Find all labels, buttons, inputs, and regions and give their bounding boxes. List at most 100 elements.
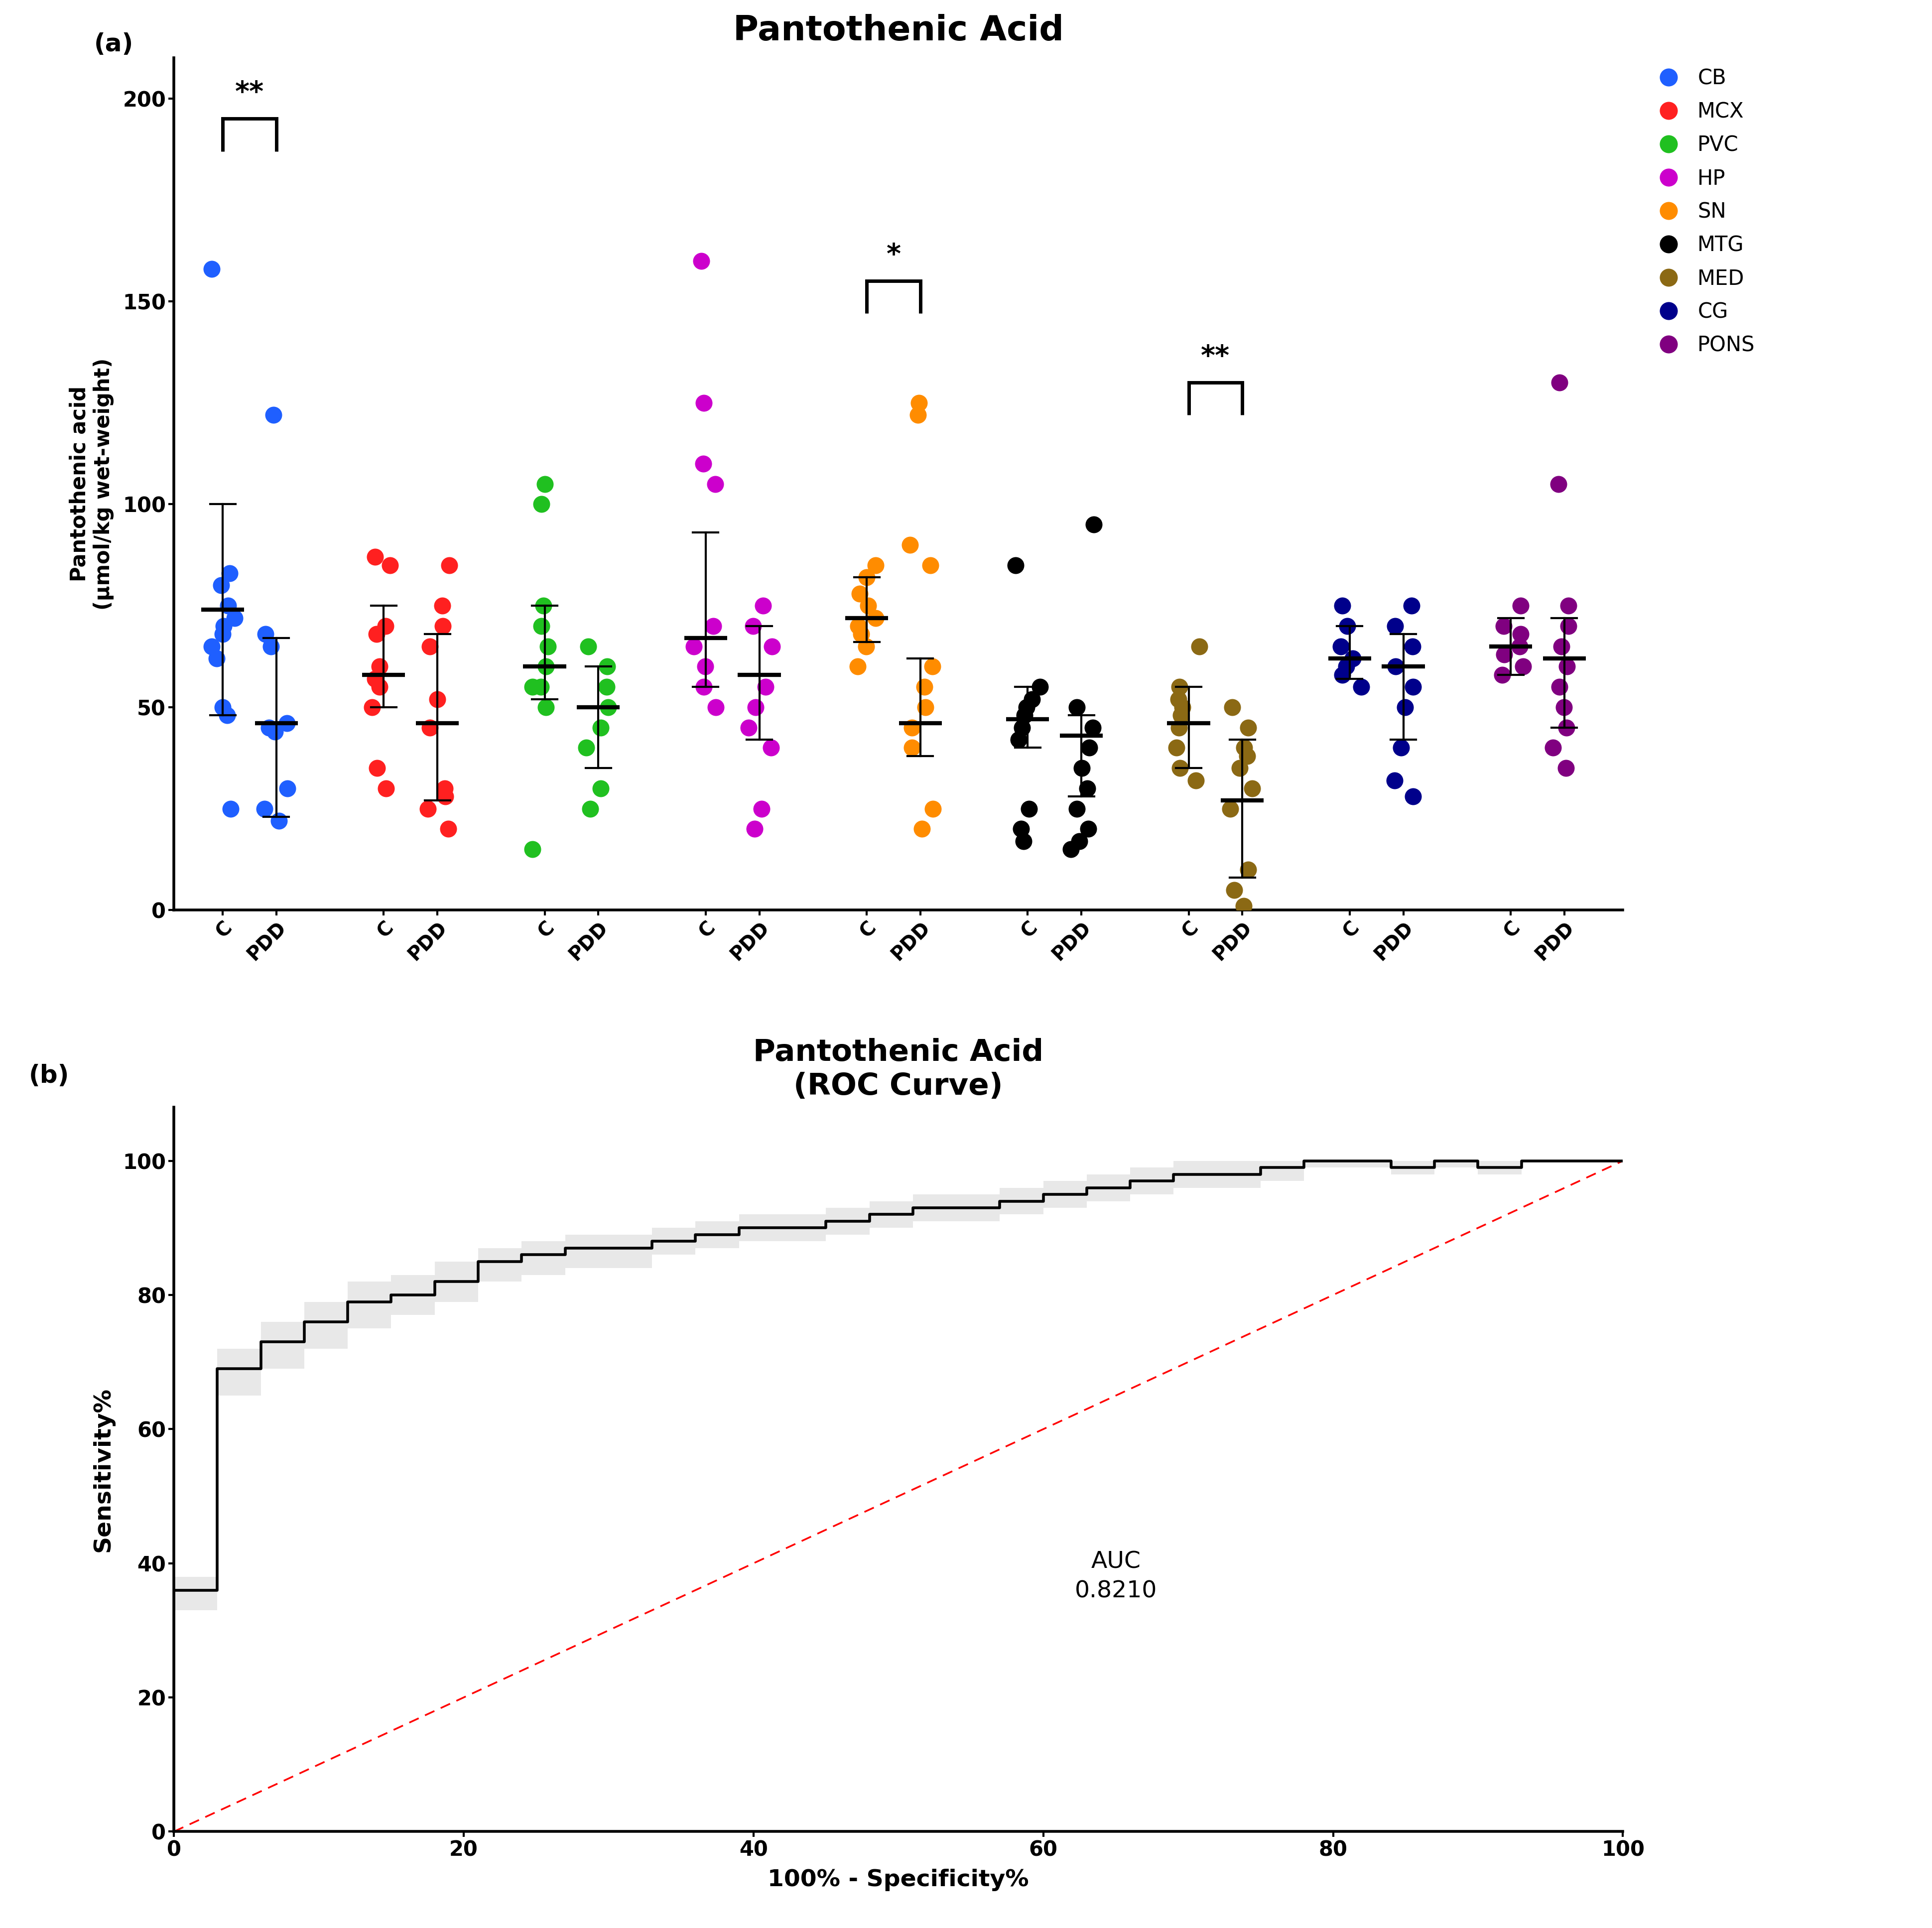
Point: [526, 490, 556, 521]
Title: Pantothenic Acid: Pantothenic Acid: [732, 13, 1065, 48]
Point: [908, 671, 939, 702]
Point: [918, 652, 949, 683]
Point: [1231, 740, 1262, 771]
Point: [249, 792, 280, 823]
Point: [895, 530, 925, 561]
Point: [1488, 611, 1519, 642]
Point: [1061, 692, 1092, 723]
Point: [526, 671, 556, 702]
Point: [1544, 671, 1575, 702]
Point: [678, 630, 709, 661]
Point: [253, 711, 284, 742]
Point: [1397, 630, 1428, 661]
Point: [732, 711, 763, 742]
Point: [1544, 469, 1575, 499]
Text: **: **: [1202, 343, 1231, 370]
Point: [842, 652, 873, 683]
Point: [1007, 711, 1037, 742]
Point: [529, 692, 560, 723]
Title: Pantothenic Acid
(ROC Curve): Pantothenic Acid (ROC Curve): [753, 1037, 1043, 1101]
Point: [529, 652, 560, 683]
Point: [1331, 611, 1362, 642]
Point: [272, 773, 303, 804]
Point: [1544, 366, 1575, 397]
Point: [1167, 692, 1198, 723]
Point: [860, 602, 891, 632]
Point: [361, 752, 392, 783]
Point: [1163, 684, 1194, 715]
Point: [850, 630, 881, 661]
Point: [896, 711, 927, 742]
Point: [1078, 509, 1109, 540]
Point: [1225, 752, 1256, 783]
Point: [205, 571, 236, 602]
Point: [435, 549, 466, 580]
Point: [365, 671, 396, 702]
Point: [1379, 611, 1410, 642]
Point: [214, 557, 245, 588]
Point: [365, 652, 396, 683]
Point: [576, 792, 607, 823]
Point: [1236, 773, 1267, 804]
Point: [1538, 733, 1569, 763]
Point: [748, 590, 779, 621]
Point: [1397, 781, 1428, 812]
Point: [357, 692, 388, 723]
Point: [1078, 711, 1109, 742]
Point: [197, 253, 228, 283]
Point: [572, 733, 603, 763]
Point: [688, 388, 719, 418]
Point: [527, 590, 558, 621]
Point: [1014, 792, 1045, 823]
Point: [1507, 652, 1538, 683]
Point: [1397, 671, 1428, 702]
Point: [906, 814, 937, 844]
Point: [1505, 619, 1536, 650]
Point: [213, 700, 243, 731]
Point: [1379, 765, 1410, 796]
Point: [844, 578, 875, 609]
Point: [1229, 891, 1260, 922]
Point: [429, 773, 460, 804]
Point: [1215, 792, 1246, 823]
Point: [1337, 644, 1368, 675]
Point: [431, 781, 462, 812]
Point: [197, 630, 228, 661]
Point: [755, 733, 786, 763]
X-axis label: 100% - Specificity%: 100% - Specificity%: [767, 1868, 1030, 1891]
Point: [1553, 611, 1584, 642]
Point: [1184, 630, 1215, 661]
Point: [1163, 711, 1194, 742]
Point: [1551, 711, 1582, 742]
Point: [371, 773, 402, 804]
Point: [207, 692, 238, 723]
Point: [375, 549, 406, 580]
Point: [1385, 733, 1416, 763]
Point: [757, 630, 788, 661]
Point: [916, 549, 947, 580]
Point: [1161, 733, 1192, 763]
Point: [1180, 765, 1211, 796]
Point: [1551, 652, 1582, 683]
Point: [257, 399, 288, 430]
Point: [1327, 590, 1358, 621]
Point: [214, 792, 245, 823]
Point: [270, 708, 301, 738]
Point: [910, 692, 941, 723]
Text: (a): (a): [95, 33, 133, 56]
Point: [1379, 652, 1410, 683]
Point: [1505, 630, 1536, 661]
Point: [1347, 671, 1378, 702]
Point: [1549, 752, 1580, 783]
Text: **: **: [236, 79, 265, 106]
Point: [918, 792, 949, 823]
Point: [433, 814, 464, 844]
Point: [860, 549, 891, 580]
Point: [750, 671, 781, 702]
Point: [738, 611, 769, 642]
Point: [1165, 752, 1196, 783]
Point: [209, 611, 240, 642]
Point: [1072, 773, 1103, 804]
Point: [846, 619, 877, 650]
Point: [842, 611, 873, 642]
